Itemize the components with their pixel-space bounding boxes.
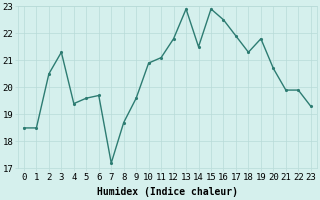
X-axis label: Humidex (Indice chaleur): Humidex (Indice chaleur) [97, 187, 238, 197]
